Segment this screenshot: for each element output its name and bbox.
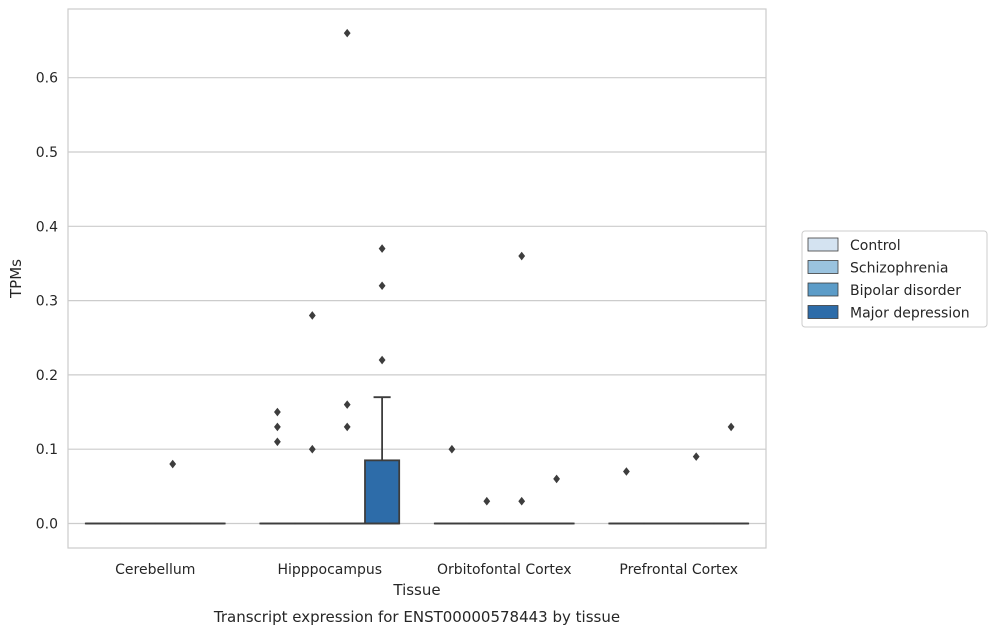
plot-area-frame xyxy=(67,8,767,549)
legend: Control Schizophrenia Bipolar disorder Majo… xyxy=(801,230,988,328)
outlier-point xyxy=(378,281,386,291)
box-group xyxy=(364,244,401,525)
outlier-point xyxy=(553,474,560,484)
outlier-point xyxy=(274,407,281,417)
y-tick-label: 0.6 xyxy=(36,71,58,87)
outlier-point xyxy=(378,244,386,253)
legend-swatch xyxy=(807,282,839,297)
y-tick-label: 0.1 xyxy=(36,442,58,458)
outlier-point xyxy=(692,452,700,461)
box-group xyxy=(329,28,366,525)
outlier-point xyxy=(518,496,526,506)
box-group xyxy=(294,311,331,525)
outlier-point xyxy=(343,422,351,432)
y-tick-label: 0.0 xyxy=(36,517,58,533)
legend-label: Bipolar disorder xyxy=(850,283,961,299)
outlier-point xyxy=(274,437,281,447)
box-group xyxy=(538,474,575,525)
x-tick-labels: Cerebellum Hipppocampus Orbitofontal Corte… xyxy=(115,562,738,578)
legend-swatch xyxy=(807,237,839,252)
outlier-point xyxy=(727,422,735,432)
outlier-point xyxy=(169,459,177,469)
box-series xyxy=(84,28,750,525)
outlier-point xyxy=(343,28,351,38)
y-axis-label: TPMs xyxy=(7,259,25,299)
outlier-point xyxy=(308,444,316,454)
y-tick-label: 0.3 xyxy=(36,294,58,310)
legend-label: Major depression xyxy=(850,306,970,322)
y-tick-label: 0.5 xyxy=(36,145,58,161)
legend-frame xyxy=(801,230,988,328)
x-tick-label: Hipppocampus xyxy=(277,562,382,578)
legend-label: Schizophrenia xyxy=(850,261,948,277)
outlier-point xyxy=(274,422,281,432)
outlier-point xyxy=(343,400,351,409)
outlier-point xyxy=(518,251,526,261)
y-tick-labels: 0.0 0.1 0.2 0.3 0.4 0.5 0.6 xyxy=(36,71,58,533)
x-axis-label: Tissue xyxy=(392,581,440,599)
legend-swatch xyxy=(807,260,839,274)
y-tick-label: 0.2 xyxy=(36,368,58,384)
outlier-point xyxy=(483,496,491,506)
outlier-point xyxy=(378,355,386,365)
x-tick-label: Cerebellum xyxy=(115,562,195,578)
legend-swatch xyxy=(807,305,839,319)
box-iqr xyxy=(364,459,401,525)
x-tick-label: Prefrontal Cortex xyxy=(619,562,738,578)
x-tick-label: Orbitofontal Cortex xyxy=(437,562,572,578)
outlier-point xyxy=(448,444,456,454)
outlier-point xyxy=(623,467,630,476)
y-tick-label: 0.4 xyxy=(36,219,58,235)
legend-label: Control xyxy=(850,238,901,254)
chart-caption: Transcript expression for ENST0000057844… xyxy=(213,608,620,626)
outlier-point xyxy=(308,311,316,320)
box-group xyxy=(713,422,750,525)
